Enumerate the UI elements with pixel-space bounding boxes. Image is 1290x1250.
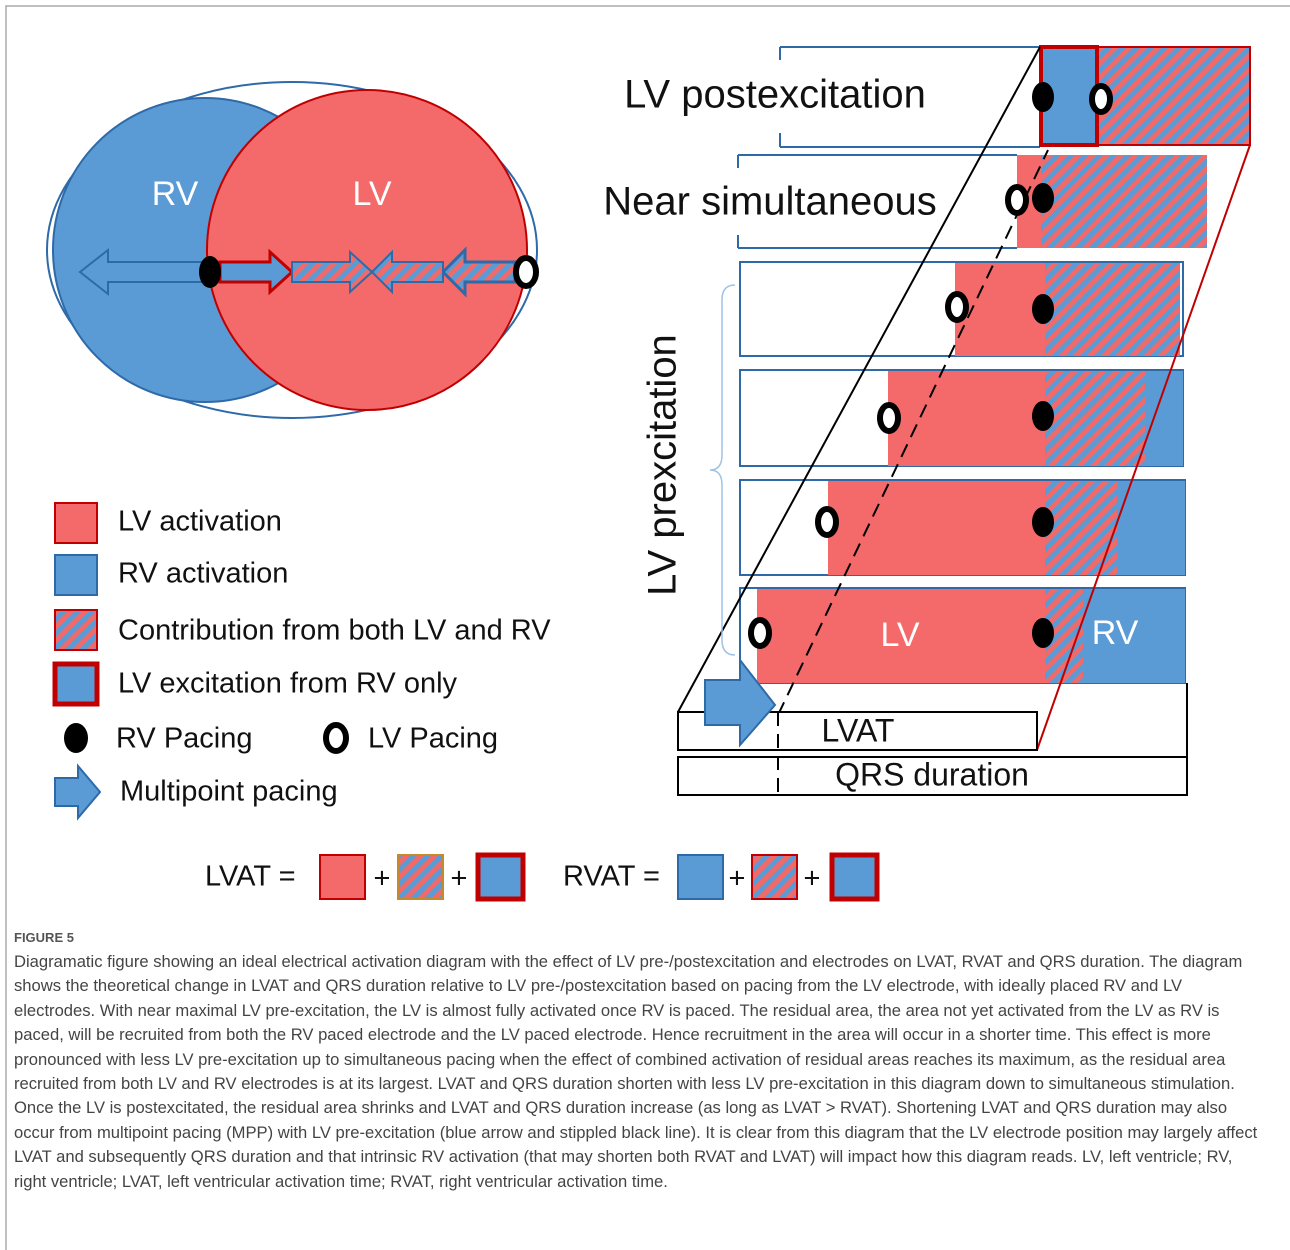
- rv-pacing-dot: [1032, 294, 1054, 324]
- legend-swatch: [54, 502, 98, 544]
- legend-swatch: [54, 554, 98, 596]
- eq-swatch: [475, 852, 526, 902]
- rv-pacing-dot: [1032, 183, 1054, 213]
- lv-area: [757, 589, 1045, 683]
- both-area: [1045, 371, 1145, 466]
- qrs-box: [677, 756, 1188, 796]
- eq-swatch: [751, 854, 798, 900]
- rv-pacing-dot: [1032, 82, 1054, 112]
- legend-ring: [323, 722, 349, 754]
- mpp-arrow: [704, 657, 777, 748]
- eq-swatch: [829, 852, 880, 902]
- rv-pacing-dot: [1032, 618, 1054, 648]
- box-label: QRS duration: [835, 756, 1029, 792]
- legend-swatch: [54, 609, 98, 651]
- rv-area: [1083, 589, 1185, 683]
- both-area: [1045, 481, 1117, 575]
- both-area: [1041, 155, 1207, 248]
- rv-pacing-dot: [1032, 401, 1054, 431]
- equation-label: LVAT =: [205, 861, 296, 893]
- arrow: [78, 247, 211, 297]
- plus: +: [729, 863, 746, 895]
- lv-pacing-ring: [748, 617, 772, 649]
- box-label: LVAT: [822, 712, 895, 748]
- arrow: [218, 248, 295, 296]
- bracket: [709, 284, 736, 656]
- figure-label: FIGURE 5: [14, 930, 74, 945]
- guide-line: [1036, 144, 1251, 751]
- equation-label: RVAT =: [563, 861, 660, 893]
- lv-area: [888, 371, 1045, 466]
- mpp-line: [777, 149, 1049, 716]
- arrow: [440, 246, 517, 298]
- rv-pacing-dot: [1032, 507, 1054, 537]
- caption: Diagramatic figure showing an ideal elec…: [14, 952, 1258, 1191]
- legend-text: RV Pacing: [116, 723, 253, 755]
- lv-pacing-ring: [1089, 83, 1113, 115]
- legend-text: Contribution from both LV and RV: [118, 615, 551, 647]
- bar-label: LV: [880, 616, 919, 654]
- legend-swatch: [52, 661, 100, 707]
- legend-arrow: [54, 763, 102, 821]
- eq-swatch: [397, 854, 444, 900]
- legend-text: LV Pacing: [368, 723, 498, 755]
- plus: +: [804, 863, 821, 895]
- rv-pacing-dot: [199, 256, 221, 288]
- both-area: [1096, 46, 1251, 146]
- legend-dot: [64, 723, 88, 753]
- legend-text: Multipoint pacing: [120, 776, 338, 808]
- eq-swatch: [319, 854, 366, 900]
- row-label: LV prexcitation: [641, 334, 685, 596]
- both-area: [1045, 263, 1180, 356]
- arrow: [370, 249, 444, 295]
- rv-label: RV: [152, 175, 199, 213]
- lv-pacing-ring: [945, 291, 969, 323]
- lv-pacing-ring: [1005, 184, 1029, 216]
- legend-text: LV excitation from RV only: [118, 668, 458, 700]
- rv-area: [1145, 371, 1183, 466]
- eq-swatch: [677, 854, 724, 900]
- plus: +: [374, 863, 391, 895]
- plus: +: [451, 863, 468, 895]
- lv-area: [828, 481, 1045, 575]
- lv-area: [955, 263, 1045, 356]
- bar-label: RV: [1092, 614, 1139, 652]
- row-label: LV postexcitation: [624, 73, 926, 117]
- lv-label: LV: [352, 175, 391, 213]
- guide-line: [677, 46, 1041, 713]
- row-label: Near simultaneous: [603, 180, 937, 224]
- legend-text: LV activation: [118, 506, 282, 538]
- frame: [5, 5, 1290, 1250]
- lv-pacing-ring: [513, 255, 539, 289]
- arrow: [291, 249, 374, 295]
- rv-area: [1117, 481, 1185, 575]
- lv-pacing-ring: [815, 506, 839, 538]
- lv-circle: [206, 89, 528, 411]
- legend-text: RV activation: [118, 558, 288, 590]
- lv-pacing-ring: [877, 402, 901, 434]
